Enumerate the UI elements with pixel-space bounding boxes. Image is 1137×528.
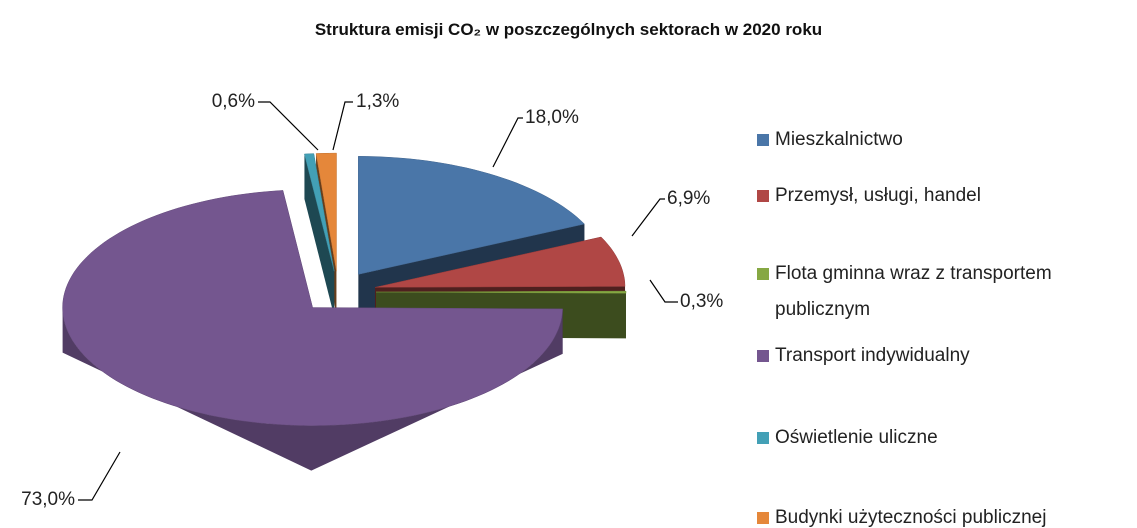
legend-swatch (757, 268, 769, 280)
slice-wall (304, 154, 335, 317)
leader-line (78, 451, 121, 501)
legend-swatch (757, 512, 769, 524)
legend-item: Mieszkalnictwo (757, 122, 1127, 158)
legend-swatch (757, 190, 769, 202)
legend-swatch (757, 134, 769, 146)
legend-item: Transport indywidualny (757, 338, 1127, 374)
data-label: 6,9% (667, 188, 710, 209)
legend-label: Flota gminna wraz z transportem publiczn… (775, 263, 1052, 320)
leader-line (492, 117, 523, 168)
data-label: 0,3% (680, 291, 723, 312)
slice-side (62, 307, 563, 471)
legend-label: Transport indywidualny (775, 345, 970, 366)
leader-line (649, 279, 678, 303)
leader-line (332, 101, 353, 151)
slice (374, 236, 626, 288)
slice (375, 290, 627, 294)
leader-line (631, 198, 665, 237)
slice (358, 156, 585, 275)
data-label: 73,0% (21, 489, 75, 510)
slice (304, 153, 335, 272)
legend-label: Oświetlenie uliczne (775, 427, 938, 448)
legend-swatch (757, 432, 769, 444)
legend-item: Przemysł, usługi, handel (757, 178, 1127, 214)
legend-label: Budynki użyteczności publicznej (775, 507, 1047, 528)
legend-swatch (757, 350, 769, 362)
legend-item: Budynki użyteczności publicznej (757, 500, 1127, 528)
slice (315, 152, 337, 272)
slice (62, 190, 563, 426)
legend-item: Flota gminna wraz z transportem publiczn… (757, 256, 1127, 328)
data-label: 0,6% (212, 91, 255, 112)
data-label: 1,3% (356, 91, 399, 112)
legend-label: Mieszkalnictwo (775, 129, 903, 150)
legend-item: Oświetlenie uliczne (757, 420, 1127, 456)
leader-line (258, 101, 319, 151)
data-label: 18,0% (525, 107, 579, 128)
legend-label: Przemysł, usługi, handel (775, 185, 981, 206)
chart-title: Struktura emisji CO₂ w poszczególnych se… (314, 20, 823, 39)
